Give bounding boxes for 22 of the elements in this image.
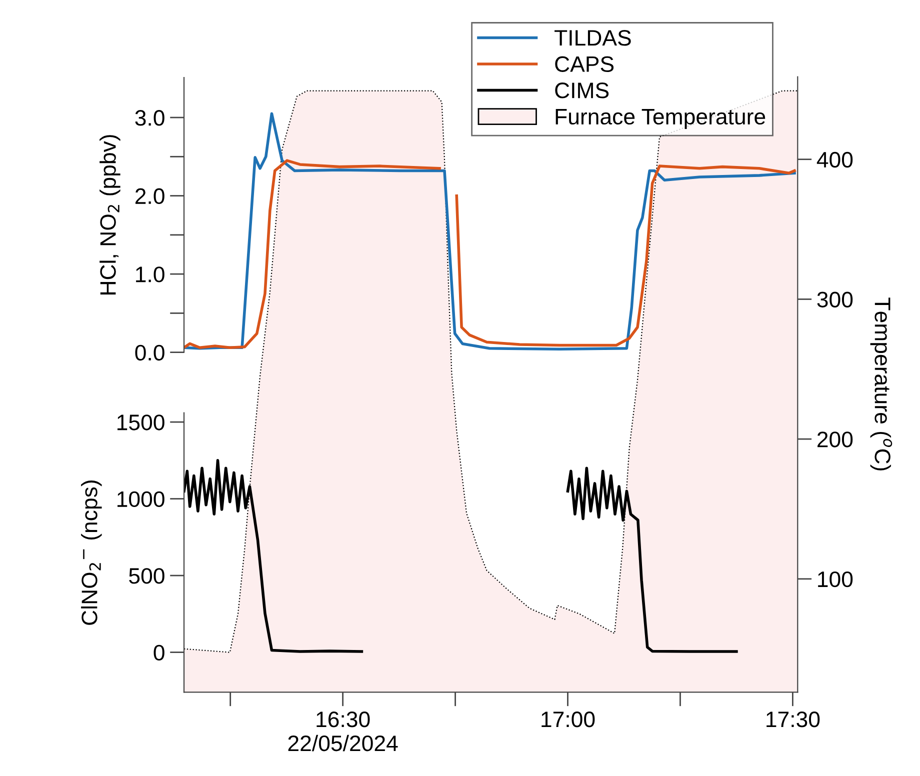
- y2-tick-label: 300: [817, 292, 853, 308]
- y-tick-label: 1500: [118, 414, 164, 430]
- y-tick-label: 1.0: [136, 266, 164, 282]
- x-tick-label: 17:30: [766, 712, 820, 728]
- legend-label: TILDAS: [554, 30, 631, 46]
- y-tick-label: 3.0: [135, 110, 164, 126]
- legend-label: Furnace Temperature: [556, 109, 766, 129]
- y-tick-label: 0.0: [135, 344, 164, 361]
- y-axis-title: ClNO$_{2}$$^{−}$ (ncps): [81, 480, 102, 625]
- y-tick-label: 500: [129, 568, 164, 584]
- y-tick-label: 0: [154, 644, 164, 661]
- legend-label: CIMS: [555, 82, 609, 98]
- y2-tick-label: 100: [818, 571, 853, 588]
- y-tick-label: 1000: [118, 491, 164, 508]
- y2-tick-label: 200: [818, 432, 853, 448]
- y2-axis-title: Temperature ($^{o}$C): [870, 298, 892, 470]
- legend-label: CAPS: [555, 56, 614, 72]
- y-axis-title: HCl, NO$_{2}$ (ppbv): [100, 135, 120, 294]
- y2-tick-label: 400: [816, 152, 853, 168]
- x-tick-label: 17:00: [542, 712, 595, 728]
- x-tick-label: 16:30 22/05/2024: [288, 712, 398, 752]
- y-tick-label: 2.0: [135, 188, 164, 204]
